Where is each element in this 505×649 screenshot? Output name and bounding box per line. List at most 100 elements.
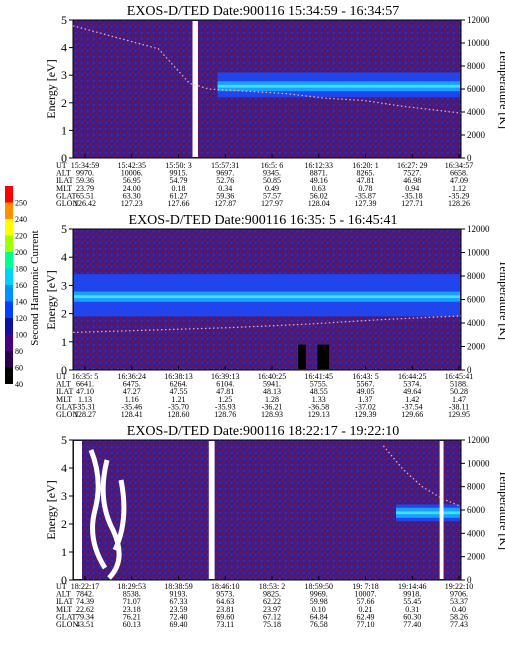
data-gap <box>192 21 198 157</box>
table-cell: 23.59 <box>170 605 188 614</box>
colorbar-swatch <box>5 202 13 219</box>
temperature-tick-label: 2000 <box>467 130 486 140</box>
energy-tick-label: 3 <box>61 68 67 82</box>
panel-1-marks <box>72 21 462 158</box>
table-cell: 23.81 <box>216 605 234 614</box>
table-cell: 9825. <box>263 590 281 599</box>
table-cell: 74.39 <box>76 597 94 606</box>
table-cell: 9918. <box>403 590 421 599</box>
table-cell: 5188. <box>450 380 468 389</box>
table-cell: 57.66 <box>357 597 375 606</box>
table-cell: 53.37 <box>450 597 468 606</box>
table-row-label: GLAT <box>56 191 77 200</box>
table-cell: 127.87 <box>214 199 236 208</box>
table-cell: 9969. <box>310 590 328 599</box>
panel-3: EXOS-D/TED Date:900116 18:22:17 - 19:22:… <box>44 424 505 629</box>
energy-tick-label: 3 <box>61 489 67 503</box>
table-cell: 77.43 <box>450 620 468 629</box>
table-cell: 6658. <box>450 169 468 178</box>
colorbar-label: Second Harmonic Current <box>29 230 41 345</box>
table-cell: 16:39:13 <box>211 372 239 381</box>
table-cell: 1.13 <box>78 395 92 404</box>
table-cell: -37.02 <box>355 402 376 411</box>
table-cell: 128.27 <box>74 410 96 419</box>
table-cell: 128.26 <box>448 199 470 208</box>
table-cell: 58.26 <box>450 612 468 621</box>
table-row-label: ILAT <box>56 387 73 396</box>
table-row-label: UT <box>56 582 67 591</box>
table-cell: 10007. <box>355 590 377 599</box>
table-cell: 18:46:10 <box>211 582 239 591</box>
table-cell: 8871. <box>310 169 328 178</box>
table-cell: 61.27 <box>170 191 188 200</box>
table-row-label: UT <box>56 372 67 381</box>
table-cell: 23.18 <box>123 605 141 614</box>
table-row-label: MLT <box>56 395 72 404</box>
table-cell: -35.93 <box>215 402 236 411</box>
table-row-label: GLAT <box>56 402 77 411</box>
temperature-tick-label: 2000 <box>467 342 486 352</box>
table-cell: 0.94 <box>405 184 419 193</box>
energy-tick-label: 1 <box>61 545 67 559</box>
temperature-tick-label: 8000 <box>467 482 486 492</box>
table-cell: 16:40:25 <box>258 372 286 381</box>
table-row-label: GLON <box>56 620 78 629</box>
table-cell: 1.37 <box>359 395 373 404</box>
table-cell: 57.57 <box>263 191 281 200</box>
energy-tick-label: 5 <box>61 13 67 27</box>
table-cell: 5374. <box>403 380 421 389</box>
temperature-tick-label: 4000 <box>467 107 486 117</box>
energy-tick-label: 2 <box>61 517 67 531</box>
panel-3-y2label: Temperature [K] <box>497 470 505 550</box>
table-cell: 128.76 <box>214 410 236 419</box>
table-cell: 18:22:17 <box>71 582 99 591</box>
table-cell: 22.62 <box>76 605 94 614</box>
table-cell: 129.95 <box>448 410 470 419</box>
table-cell: -35.46 <box>121 402 142 411</box>
band-absent-region <box>74 441 397 579</box>
table-cell: 67.33 <box>170 597 188 606</box>
saturation-pattern <box>88 449 127 580</box>
colorbar-tick-label: 120 <box>15 314 27 323</box>
table-cell: -35.29 <box>449 191 470 200</box>
table-cell: 54.79 <box>170 176 188 185</box>
table-cell: 56.95 <box>123 176 141 185</box>
energy-tick-label: 0 <box>61 363 67 377</box>
table-cell: 1.25 <box>218 395 232 404</box>
table-cell: -37.54 <box>402 402 423 411</box>
table-row-label: ALT <box>56 380 71 389</box>
table-cell: 18:53: 2 <box>259 582 285 591</box>
table-cell: 55.45 <box>403 597 421 606</box>
table-cell: 76.21 <box>123 612 141 621</box>
colorbar-swatch <box>5 351 13 368</box>
temperature-tick-label: 6000 <box>467 505 486 515</box>
table-cell: 75.18 <box>263 620 281 629</box>
table-cell: 9345. <box>263 169 281 178</box>
table-cell: 24.00 <box>123 184 141 193</box>
table-cell: 128.41 <box>121 410 143 419</box>
panel-3-title: EXOS-D/TED Date:900116 18:22:17 - 19:22:… <box>127 424 399 439</box>
panel-1-title: EXOS-D/TED Date:900116 15:34:59 - 16:34:… <box>127 4 399 19</box>
table-cell: 69.60 <box>216 612 234 621</box>
table-cell: 19: 7:18 <box>352 582 378 591</box>
table-cell: 0.78 <box>359 184 373 193</box>
table-cell: 6264. <box>170 380 188 389</box>
table-cell: 16:45:41 <box>445 372 473 381</box>
table-cell: 9915. <box>170 169 188 178</box>
table-row-label: ALT <box>56 169 71 178</box>
table-cell: 126.42 <box>74 199 96 208</box>
table-cell: 59.36 <box>76 176 94 185</box>
energy-tick-label: 2 <box>61 307 67 321</box>
temperature-tick-label: 12000 <box>467 435 490 445</box>
table-cell: 18:29:53 <box>118 582 146 591</box>
table-cell: 0.34 <box>218 184 232 193</box>
table-cell: 16:12:33 <box>305 161 333 170</box>
table-cell: 59.36 <box>216 191 234 200</box>
table-cell: 49.64 <box>403 387 421 396</box>
panel-1-y2label: Temperature [K] <box>497 49 505 129</box>
temperature-tick-label: 2000 <box>467 552 486 562</box>
table-cell: 46.98 <box>403 176 421 185</box>
table-cell: 10006. <box>121 169 143 178</box>
emission-band-peak <box>74 295 460 299</box>
